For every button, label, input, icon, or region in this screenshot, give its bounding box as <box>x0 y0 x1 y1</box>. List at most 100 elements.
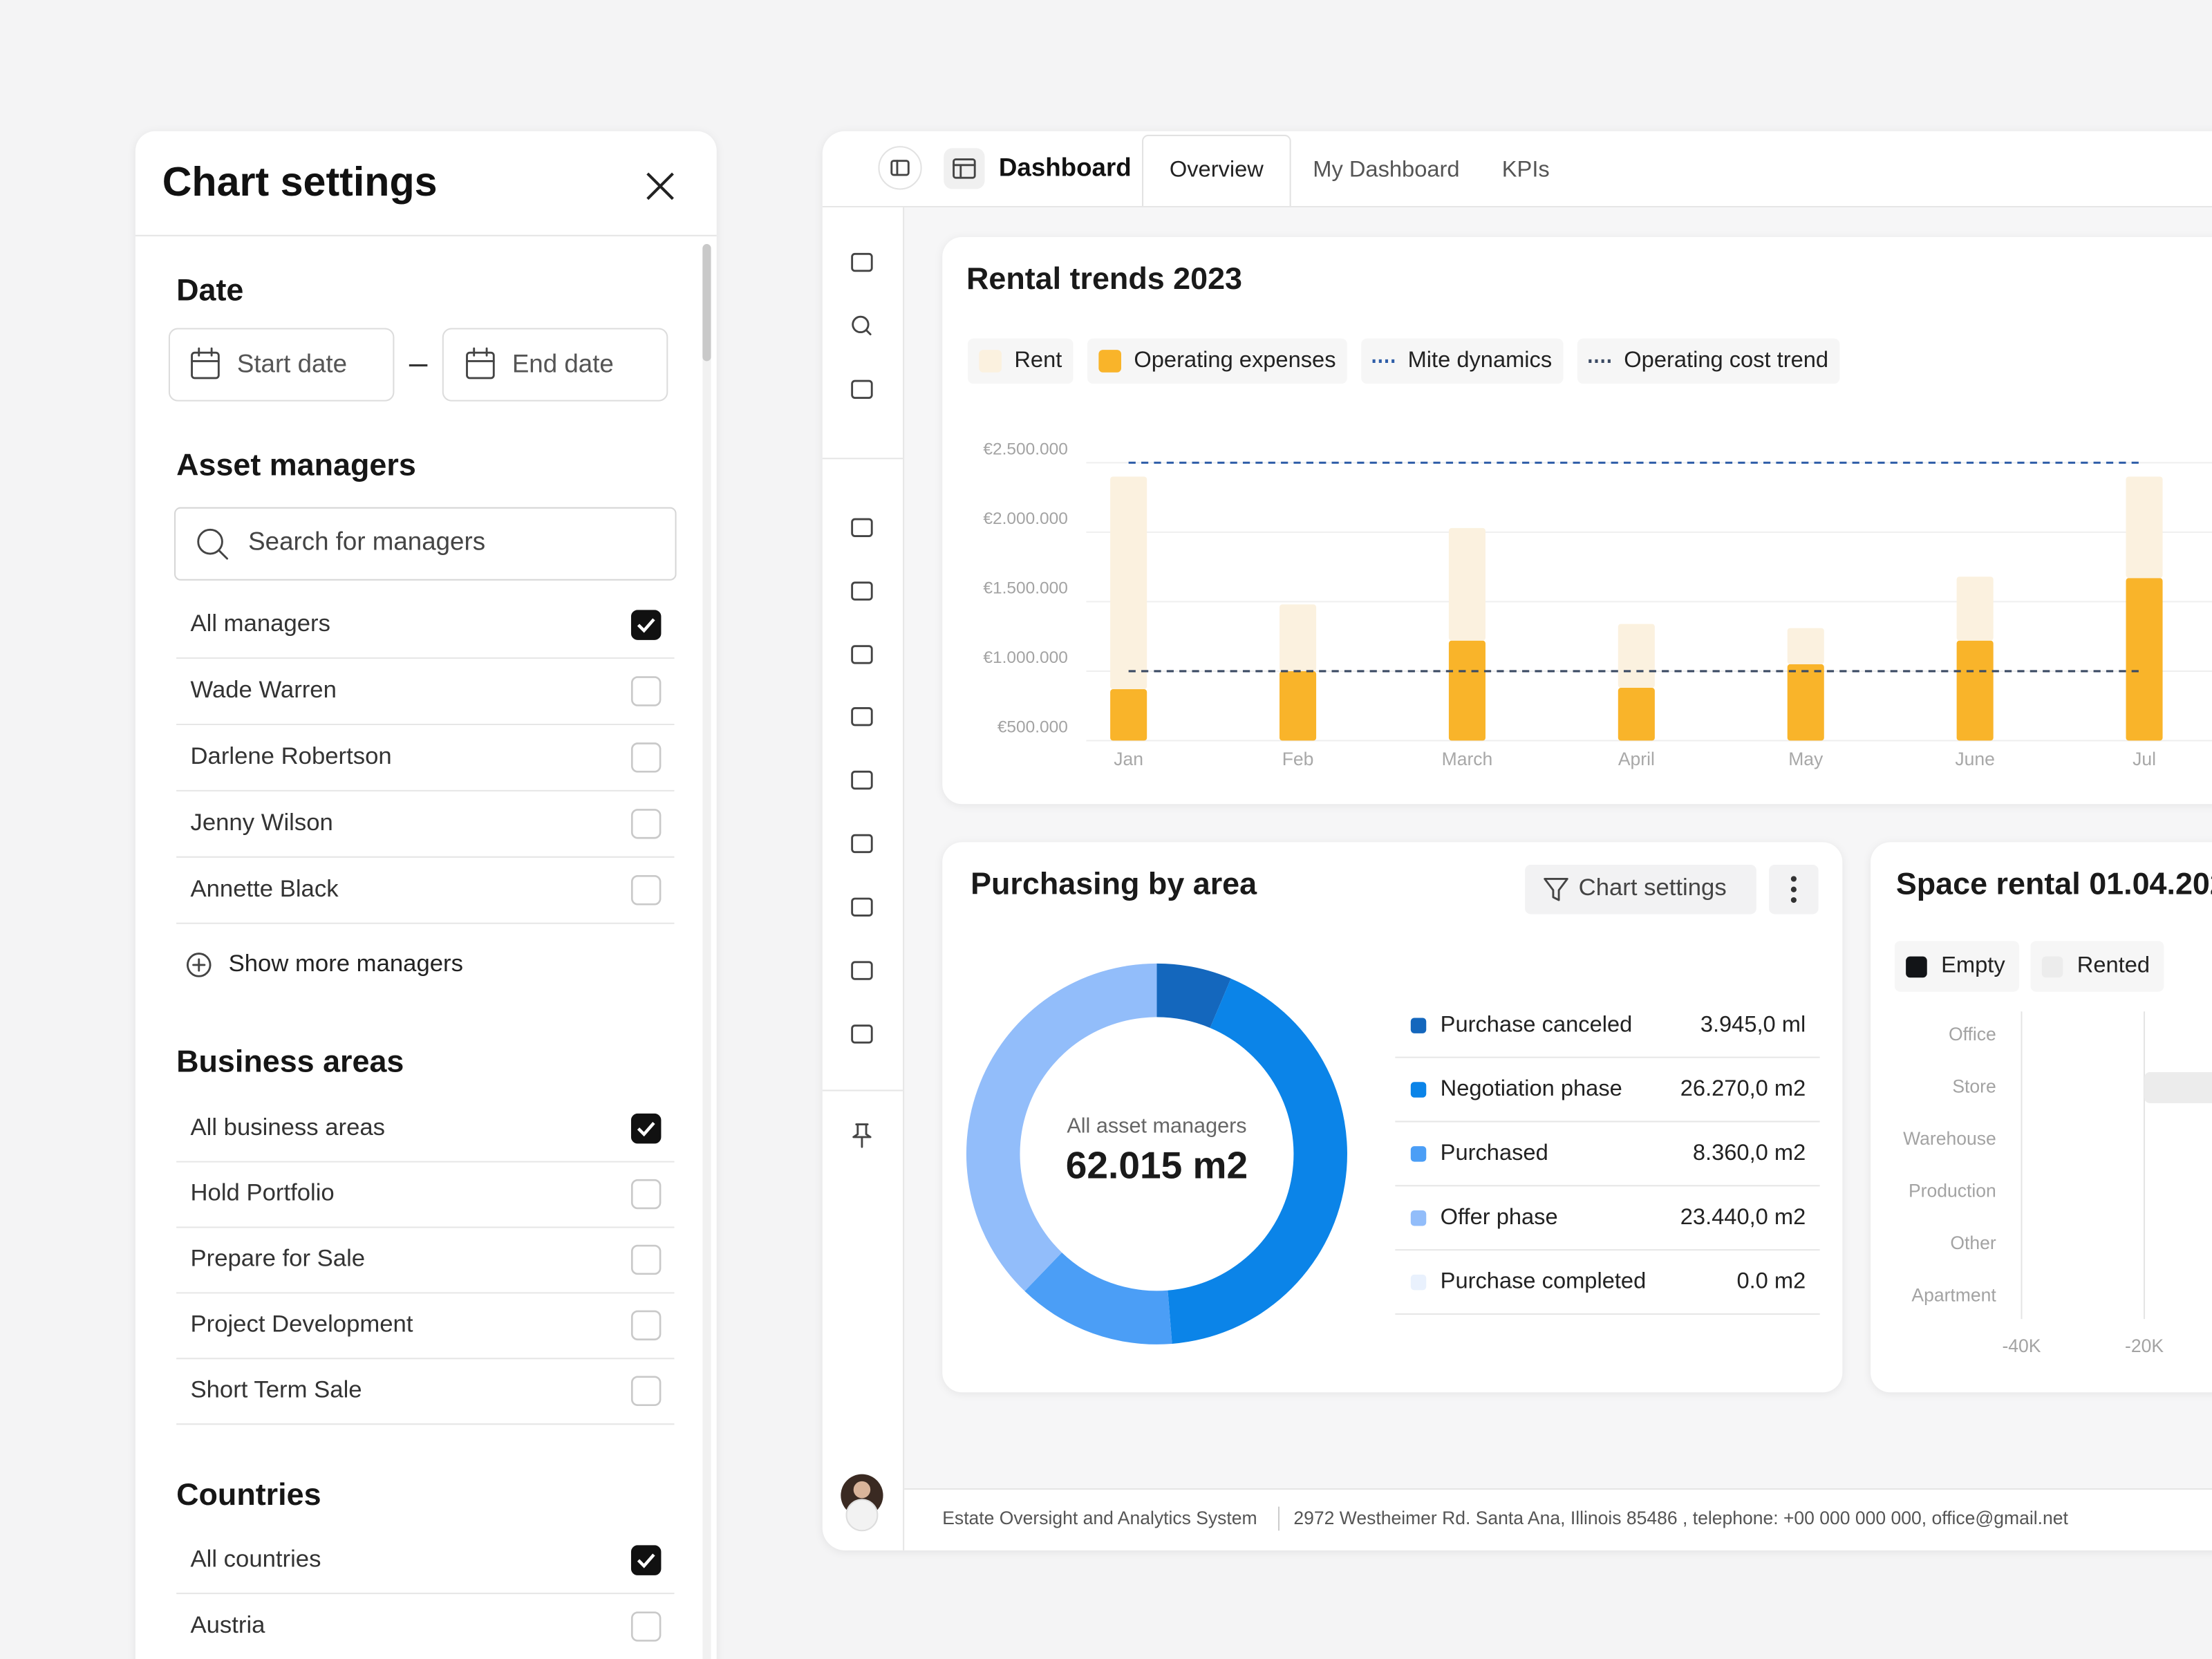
legend-swatch <box>1410 1210 1427 1226</box>
sidebar-icon[interactable] <box>851 770 873 790</box>
section-heading: Date <box>176 272 243 307</box>
sidebar-icon[interactable] <box>851 961 873 980</box>
checkbox[interactable] <box>630 1310 662 1341</box>
legend-chip[interactable] <box>1894 941 2020 992</box>
legend-label: Purchased <box>1441 1139 1548 1165</box>
legend-label: Rent <box>1014 346 1062 372</box>
date-input-box[interactable] <box>168 328 395 402</box>
calendar-icon <box>466 347 495 379</box>
checkbox[interactable] <box>630 1376 662 1406</box>
sidebar-icon[interactable] <box>851 252 873 272</box>
y-tick-label: €2.500.000 <box>983 440 1067 458</box>
legend-chip[interactable] <box>1577 338 1840 384</box>
checkmark <box>637 1553 655 1568</box>
checkbox[interactable] <box>630 1545 662 1575</box>
footer-address: 2972 Westheimer Rd. Santa Ana, Illinois … <box>1293 1508 2068 1528</box>
checkbox[interactable] <box>630 809 662 839</box>
sidebar-icon[interactable] <box>852 1123 872 1148</box>
checkbox[interactable] <box>630 1113 662 1144</box>
legend-chip[interactable] <box>1361 338 1564 384</box>
search-icon <box>197 528 228 560</box>
list-item-label: Prepare for Sale <box>191 1246 366 1272</box>
search-box[interactable] <box>174 507 677 581</box>
y-tick-label: €1.500.000 <box>983 579 1067 598</box>
checkbox[interactable] <box>630 1244 662 1275</box>
value-label: 8.360,0 m2 <box>1693 1139 1806 1165</box>
list-item-label: All countries <box>191 1546 321 1572</box>
dashboard-icon-box <box>944 148 985 189</box>
space-card <box>1871 842 2212 1393</box>
avatar-face <box>853 1481 871 1499</box>
checkbox[interactable] <box>630 1611 662 1642</box>
sidebar-icon[interactable] <box>851 581 873 601</box>
list-item-label: Darlene Robertson <box>191 743 392 769</box>
date-placeholder[interactable]: Start date <box>237 349 347 377</box>
nav-title: Dashboard <box>999 153 1132 182</box>
sidebar-icon[interactable] <box>851 707 873 727</box>
sidebar-icon[interactable] <box>851 1024 873 1044</box>
checkbox[interactable] <box>630 875 662 906</box>
y-tick-label: Other <box>1950 1232 1996 1253</box>
checkbox[interactable] <box>630 610 662 640</box>
sidebar-icon[interactable] <box>851 645 873 664</box>
show-more-link[interactable]: Show more managers <box>229 950 463 977</box>
x-tick-label: Jul <box>2133 749 2156 769</box>
bar-segment <box>2126 476 2163 579</box>
legend-swatch <box>1410 1018 1427 1033</box>
x-tick-label: June <box>1955 749 1995 769</box>
legend-chip[interactable] <box>1087 338 1347 384</box>
tab[interactable]: KPIs <box>1502 156 1550 182</box>
value-label: 23.440,0 m2 <box>1680 1203 1806 1229</box>
donut-slice <box>966 963 1157 1291</box>
date-input-box[interactable] <box>442 328 668 402</box>
filter-icon <box>1544 878 1568 901</box>
sidebar-icon[interactable] <box>851 379 873 399</box>
bar-segment <box>1787 664 1824 741</box>
footer-system: Estate Oversight and Analytics System <box>942 1508 1257 1528</box>
checkbox[interactable] <box>630 1179 662 1210</box>
sidebar-icon[interactable] <box>851 834 873 854</box>
y-tick-label: Apartment <box>1911 1285 1996 1306</box>
checkbox[interactable] <box>630 676 662 706</box>
legend-swatch <box>1906 956 1927 978</box>
sidebar-icon[interactable] <box>851 518 873 537</box>
bar <box>2144 1072 2212 1103</box>
legend-chip[interactable] <box>2030 941 2164 992</box>
y-tick-label: €2.000.000 <box>983 509 1067 528</box>
checkbox[interactable] <box>630 742 662 773</box>
search-placeholder[interactable]: Search for managers <box>248 527 485 555</box>
donut-center-value: 62.015 m2 <box>1066 1143 1248 1186</box>
sidebar-icon[interactable] <box>851 897 873 917</box>
y-tick-label: Office <box>1949 1024 1996 1044</box>
value-label: 0.0 m2 <box>1736 1268 1806 1293</box>
close-button[interactable] <box>646 172 674 200</box>
bar-segment <box>1110 689 1147 741</box>
bar-segment <box>1787 628 1824 664</box>
chart-settings-button[interactable] <box>1525 865 1756 915</box>
donut-slice <box>1168 978 1347 1344</box>
value-label: 3.945,0 ml <box>1700 1011 1806 1036</box>
legend-label: Rented <box>2077 952 2150 977</box>
x-tick-label: -20K <box>2125 1335 2164 1356</box>
tab[interactable]: My Dashboard <box>1313 156 1459 182</box>
checkmark <box>637 1122 655 1137</box>
list-item-label: All managers <box>191 610 330 637</box>
date-placeholder[interactable]: End date <box>512 349 614 377</box>
scrollbar-track <box>702 244 711 1659</box>
sidebar-icon[interactable] <box>852 315 870 334</box>
legend-label: Operating cost trend <box>1624 346 1828 372</box>
legend-label: Operating expenses <box>1134 346 1335 372</box>
sidebar-toggle[interactable] <box>878 146 922 190</box>
button-label[interactable]: Chart settings <box>1579 874 1727 901</box>
scrollbar-thumb[interactable] <box>702 244 711 362</box>
toggle-icon <box>890 160 910 176</box>
bar-segment <box>1448 527 1485 641</box>
legend-label: Purchase completed <box>1441 1268 1647 1293</box>
section-heading: Asset managers <box>176 447 416 482</box>
calendar-icon <box>191 347 220 379</box>
legend-label: Offer phase <box>1441 1203 1558 1229</box>
legend-label: Purchase canceled <box>1441 1011 1633 1036</box>
legend-label: Mite dynamics <box>1408 346 1553 372</box>
tab[interactable]: Overview <box>1170 156 1264 182</box>
